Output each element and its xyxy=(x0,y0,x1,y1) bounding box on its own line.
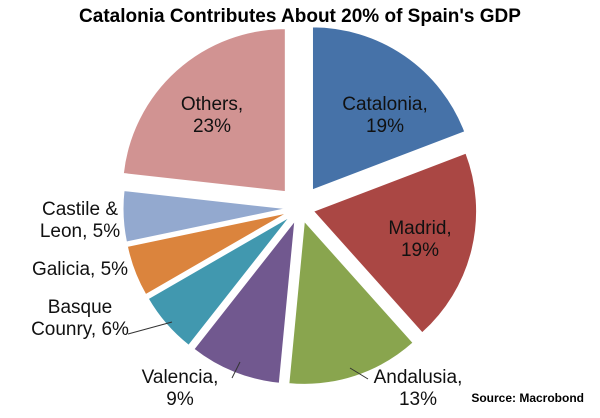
source-note: Source: Macrobond xyxy=(471,391,584,405)
chart-title: Catalonia Contributes About 20% of Spain… xyxy=(79,6,521,27)
leader-line-3 xyxy=(231,361,241,379)
pie-slice-7 xyxy=(122,28,286,193)
pie-slice-2 xyxy=(288,220,414,385)
leader-line-2 xyxy=(349,367,369,380)
pie-slice-5 xyxy=(126,212,288,296)
slice-label-2: Andalusia, 13% xyxy=(374,367,463,410)
pie-slice-0 xyxy=(311,26,466,191)
pie-slice-6 xyxy=(122,190,287,243)
slice-label-4: Basque Counry, 6% xyxy=(31,297,129,340)
slice-label-5: Galicia, 5% xyxy=(32,259,128,280)
slice-label-0: Catalonia, 19% xyxy=(342,94,428,137)
slice-label-1: Madrid, 19% xyxy=(388,218,451,261)
pie-slice-3 xyxy=(193,219,296,384)
leader-line-4 xyxy=(127,321,173,335)
slice-label-3: Valencia, 9% xyxy=(142,367,219,410)
slice-label-6: Castile & Leon, 5% xyxy=(40,199,120,242)
slice-label-7: Others, 23% xyxy=(181,94,243,137)
pie-slice-1 xyxy=(312,152,478,334)
